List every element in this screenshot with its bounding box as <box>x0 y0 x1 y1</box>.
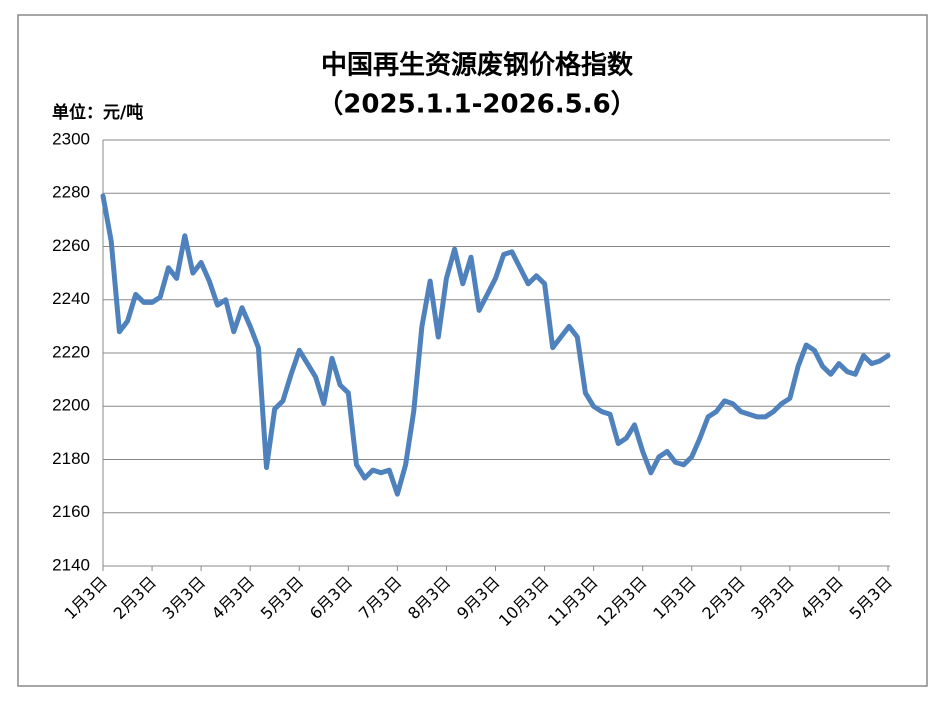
y-tick-label: 2280 <box>52 183 90 202</box>
y-tick-label: 2240 <box>52 289 90 308</box>
y-tick-label: 2140 <box>52 555 90 574</box>
chart-border <box>17 14 928 687</box>
chart-subtitle: （2025.1.1-2026.5.6） <box>317 90 636 120</box>
y-tick-label: 2260 <box>52 236 90 255</box>
data-line <box>100 193 891 497</box>
chart-title: 中国再生资源废钢价格指数 <box>321 50 634 81</box>
y-tick-label: 2300 <box>52 129 90 148</box>
y-tick-label: 2180 <box>52 449 90 468</box>
unit-label: 单位：元/吨 <box>52 102 143 123</box>
y-tick-label: 2200 <box>52 396 90 415</box>
y-tick-label: 2220 <box>52 342 90 361</box>
y-tick-label: 2160 <box>52 502 90 521</box>
